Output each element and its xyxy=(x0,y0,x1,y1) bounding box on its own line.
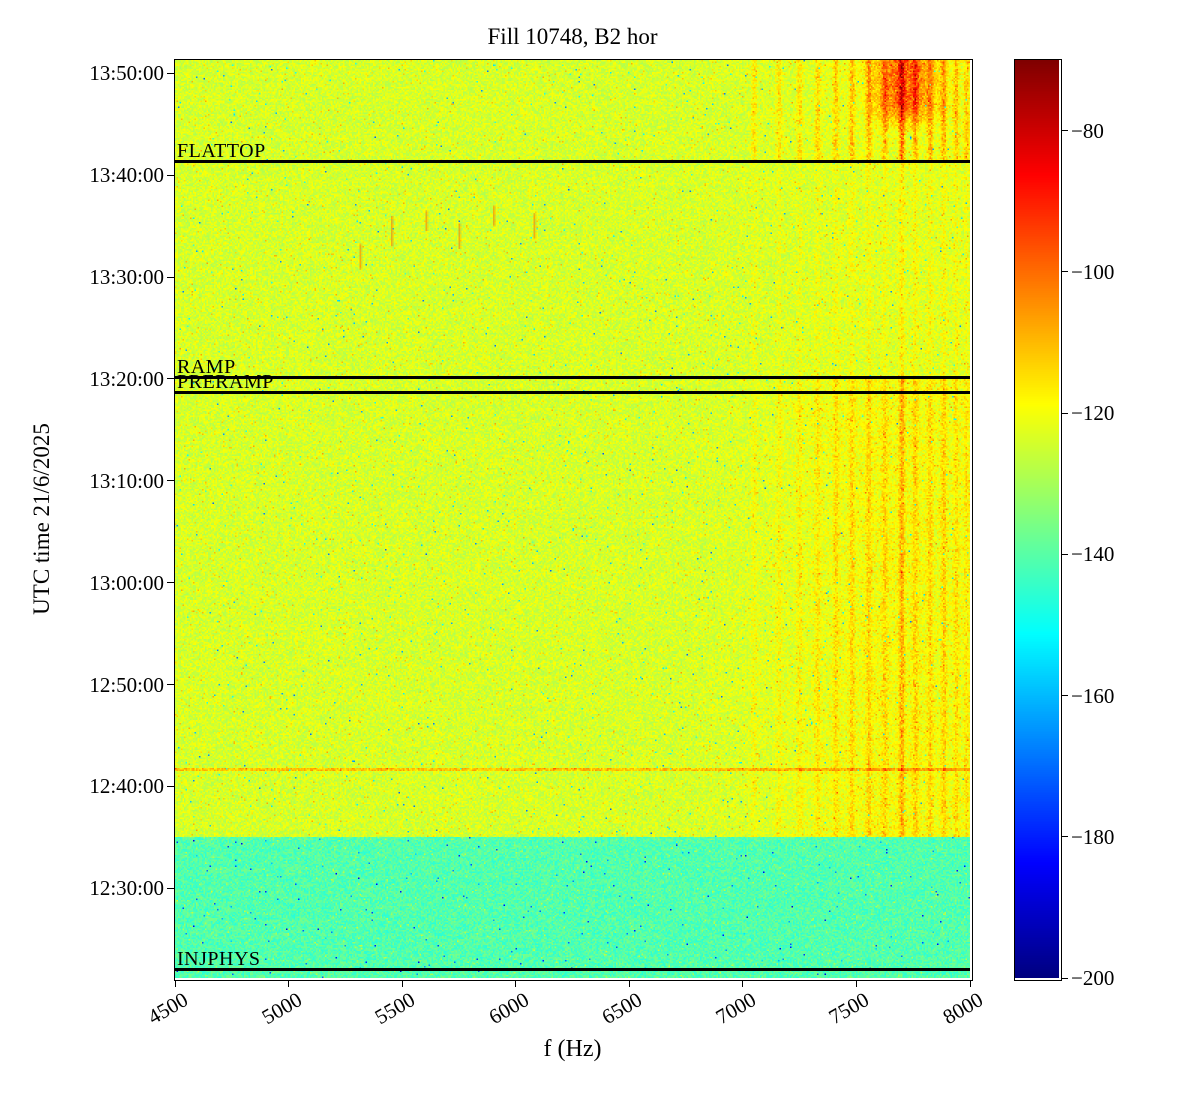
x-tick-mark xyxy=(855,980,857,987)
y-tick-mark xyxy=(167,785,174,787)
x-tick-label: 6000 xyxy=(484,987,533,1030)
y-tick-label: 13:30:00 xyxy=(89,265,164,290)
y-tick-mark xyxy=(167,684,174,686)
y-tick-label: 12:30:00 xyxy=(89,876,164,901)
y-tick-mark xyxy=(167,887,174,889)
figure-title: Fill 10748, B2 hor xyxy=(487,24,658,49)
x-tick-label: 5000 xyxy=(257,987,306,1030)
y-tick-mark xyxy=(167,72,174,74)
x-tick-label: 6500 xyxy=(597,987,647,1030)
x-tick-mark xyxy=(401,980,403,987)
beam-mode-label-injphys: INJPHYS xyxy=(177,948,261,971)
beam-mode-label-flattop: FLATTOP xyxy=(177,140,266,163)
colorbar-tick-label: −180 xyxy=(1071,824,1115,849)
colorbar xyxy=(1014,59,1062,981)
y-tick-mark xyxy=(167,378,174,380)
colorbar-tick-mark xyxy=(1061,836,1068,838)
x-tick-label: 8000 xyxy=(938,987,987,1030)
x-tick-label: 7500 xyxy=(825,987,874,1030)
colorbar-tick-mark xyxy=(1061,412,1068,414)
beam-mode-line-preramp xyxy=(175,390,970,394)
y-tick-label: 13:40:00 xyxy=(89,163,164,188)
y-tick-label: 12:50:00 xyxy=(89,672,164,697)
y-tick-label: 13:20:00 xyxy=(89,366,164,391)
x-tick-label: 7000 xyxy=(711,987,760,1030)
beam-mode-label-ramp: RAMP xyxy=(177,356,236,379)
y-tick-label: 13:50:00 xyxy=(89,61,164,86)
colorbar-tick-mark xyxy=(1061,271,1068,273)
colorbar-tick-mark xyxy=(1061,695,1068,697)
x-tick-mark xyxy=(288,980,290,987)
x-tick-label: 5500 xyxy=(370,987,420,1030)
colorbar-tick-label: −200 xyxy=(1071,966,1115,990)
y-tick-mark xyxy=(167,276,174,278)
colorbar-gradient xyxy=(1015,60,1059,978)
y-axis-label: UTC time 21/6/2025 xyxy=(29,423,54,615)
colorbar-tick-mark xyxy=(1061,130,1068,132)
y-tick-mark xyxy=(167,582,174,584)
x-tick-mark xyxy=(969,980,971,987)
beam-mode-line-injphys xyxy=(175,968,970,972)
colorbar-tick-mark xyxy=(1061,553,1068,555)
x-tick-mark xyxy=(628,980,630,987)
beam-mode-line-flattop xyxy=(175,160,970,164)
x-tick-label: 4500 xyxy=(143,987,192,1030)
colorbar-tick-mark xyxy=(1061,977,1068,979)
plot-area: FLATTOP RAMP PRERAMP INJPHYS xyxy=(174,59,973,981)
beam-mode-line-ramp xyxy=(175,376,970,380)
colorbar-tick-label: −120 xyxy=(1071,401,1115,426)
x-tick-mark xyxy=(742,980,744,987)
x-tick-mark xyxy=(515,980,517,987)
y-tick-label: 12:40:00 xyxy=(89,774,164,799)
colorbar-tick-label: −100 xyxy=(1071,259,1115,284)
spectrogram-canvas xyxy=(175,60,970,978)
colorbar-tick-label: −160 xyxy=(1071,683,1115,708)
y-tick-mark xyxy=(167,480,174,482)
colorbar-tick-label: −80 xyxy=(1071,118,1104,143)
x-tick-mark xyxy=(174,980,176,987)
beam-mode-label-preramp: PRERAMP xyxy=(177,370,274,393)
y-tick-mark xyxy=(167,174,174,176)
colorbar-tick-label: −140 xyxy=(1071,542,1115,567)
x-axis-label: f (Hz) xyxy=(543,1036,602,1062)
